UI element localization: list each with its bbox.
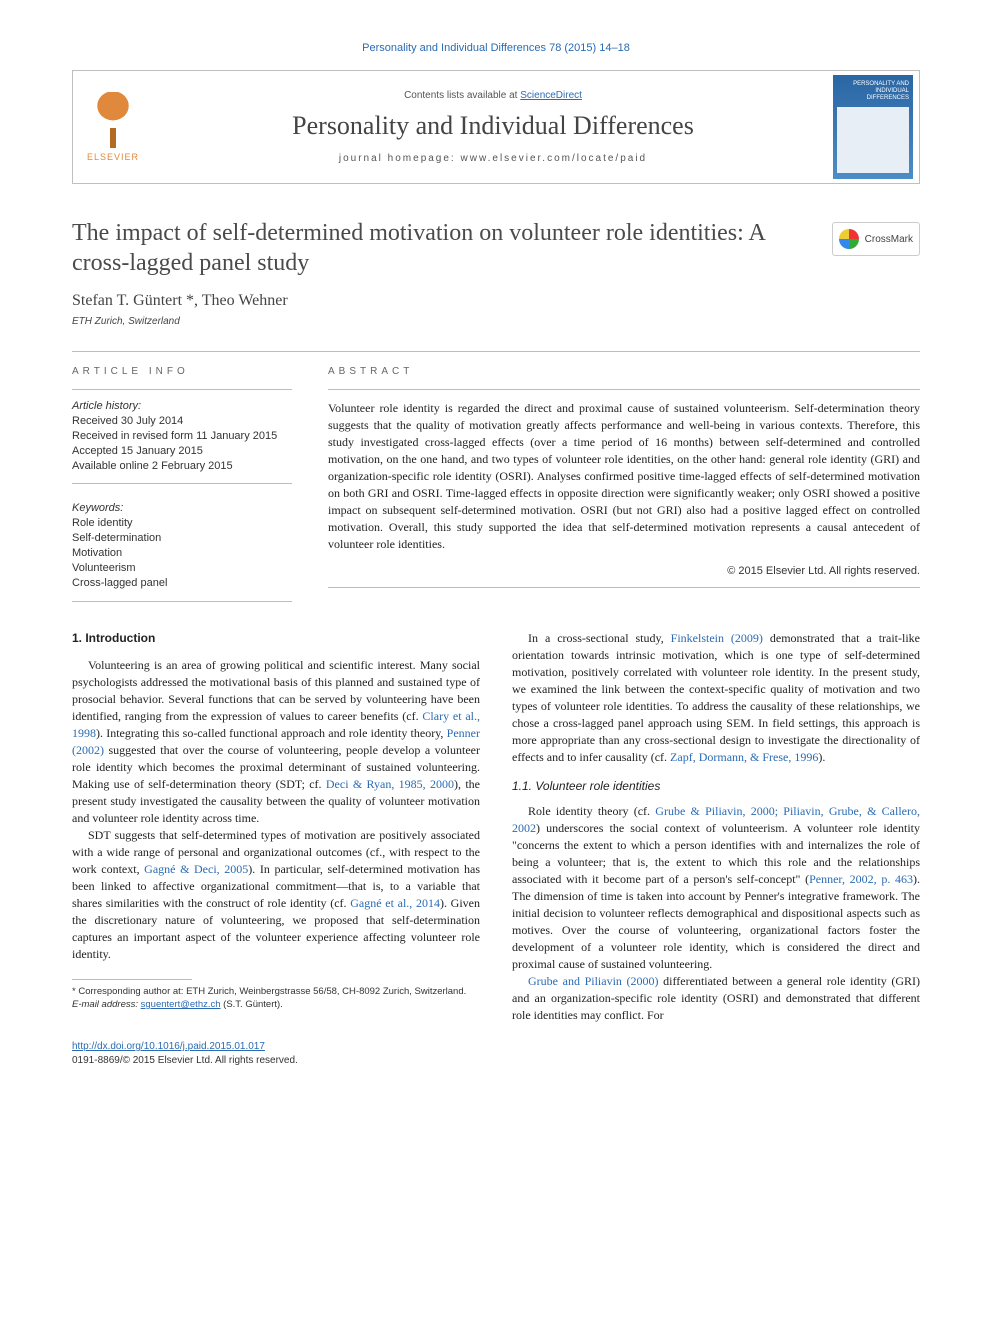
citation-link[interactable]: Gagné et al., 2014 [350,896,440,910]
paragraph: Role identity theory (cf. Grube & Piliav… [512,803,920,973]
keyword: Cross-lagged panel [72,576,292,591]
abstract-heading: ABSTRACT [328,366,920,377]
citation-link[interactable]: Deci & Ryan, 1985, 2000 [326,777,454,791]
homepage-prefix: journal homepage: [339,153,461,164]
email-suffix: (S.T. Güntert). [221,999,283,1010]
article-body: 1. Introduction Volunteering is an area … [72,630,920,1025]
homepage-url[interactable]: www.elsevier.com/locate/paid [461,153,648,164]
keyword: Self-determination [72,531,292,546]
paragraph: Grube and Piliavin (2000) differentiated… [512,973,920,1024]
crossmark-badge[interactable]: CrossMark [832,222,920,256]
article-title: The impact of self-determined motivation… [72,218,822,278]
history-line: Received in revised form 11 January 2015 [72,429,292,444]
journal-homepage: journal homepage: www.elsevier.com/locat… [165,153,821,164]
citation-link[interactable]: Finkelstein (2009) [671,631,763,645]
keywords-heading: Keywords: [72,502,292,514]
paragraph: In a cross-sectional study, Finkelstein … [512,630,920,766]
paragraph: SDT suggests that self-determined types … [72,827,480,963]
citation-link[interactable]: Grube and Piliavin (2000) [528,974,659,988]
cover-title: PERSONALITY AND INDIVIDUAL DIFFERENCES [837,81,909,103]
running-citation: Personality and Individual Differences 7… [72,42,920,54]
contents-prefix: Contents lists available at [404,90,520,101]
citation-link[interactable]: Zapf, Dormann, & Frese, 1996 [670,750,818,764]
crossmark-label: CrossMark [865,234,913,245]
citation-link[interactable]: Gagné & Deci, 2005 [144,862,248,876]
history-line: Available online 2 February 2015 [72,459,292,474]
doi-link[interactable]: http://dx.doi.org/10.1016/j.paid.2015.01… [72,1041,265,1052]
keyword: Role identity [72,516,292,531]
keyword: Volunteerism [72,561,292,576]
issn-copyright-line: 0191-8869/© 2015 Elsevier Ltd. All right… [72,1055,298,1066]
keyword: Motivation [72,546,292,561]
journal-title: Personality and Individual Differences [165,111,821,141]
subsection-heading: 1.1. Volunteer role identities [512,778,920,795]
history-line: Received 30 July 2014 [72,414,292,429]
cover-body [837,107,909,173]
journal-header-box: ELSEVIER Contents lists available at Sci… [72,70,920,184]
email-label: E-mail address: [72,999,141,1010]
affiliation: ETH Zurich, Switzerland [72,316,920,327]
publisher-name: ELSEVIER [87,152,139,162]
elsevier-tree-icon [90,92,136,148]
contents-list-line: Contents lists available at ScienceDirec… [165,90,821,101]
footer-block: http://dx.doi.org/10.1016/j.paid.2015.01… [72,1040,920,1067]
article-info-heading: ARTICLE INFO [72,366,292,377]
journal-cover-thumb: PERSONALITY AND INDIVIDUAL DIFFERENCES [833,75,913,179]
history-line: Accepted 15 January 2015 [72,444,292,459]
paragraph: Volunteering is an area of growing polit… [72,657,480,827]
abstract-text: Volunteer role identity is regarded the … [328,400,920,553]
email-link[interactable]: sguentert@ethz.ch [141,999,221,1010]
sciencedirect-link[interactable]: ScienceDirect [520,90,582,101]
crossmark-icon [839,229,859,249]
article-info-column: ARTICLE INFO Article history: Received 3… [72,366,292,612]
corresponding-author-footnote: * Corresponding author at: ETH Zurich, W… [72,986,480,1012]
history-heading: Article history: [72,400,292,412]
publisher-logo: ELSEVIER [73,77,153,177]
abstract-column: ABSTRACT Volunteer role identity is rega… [328,366,920,612]
section-heading: 1. Introduction [72,630,480,647]
author-list: Stefan T. Güntert *, Theo Wehner [72,292,920,310]
abstract-copyright: © 2015 Elsevier Ltd. All rights reserved… [328,565,920,577]
footnote-rule [72,979,192,980]
citation-link[interactable]: Penner, 2002, p. 463 [809,872,913,886]
